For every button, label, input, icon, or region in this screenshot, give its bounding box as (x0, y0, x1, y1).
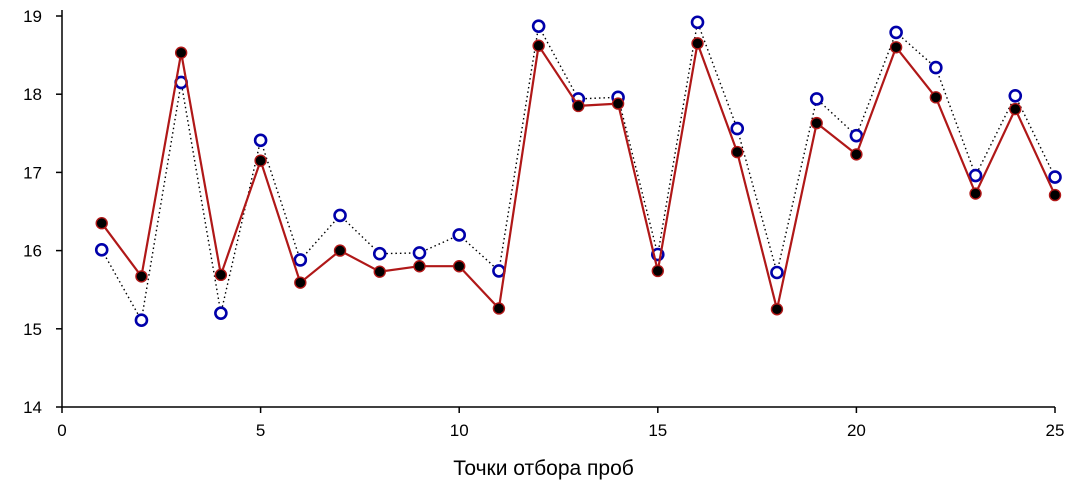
x-tick-label: 5 (256, 421, 265, 440)
data-point (929, 60, 943, 75)
data-point (214, 268, 228, 282)
data-point (254, 154, 267, 167)
data-point (770, 303, 784, 316)
data-point (731, 145, 744, 159)
data-point (572, 99, 585, 113)
data-point (889, 41, 903, 54)
data-point (372, 246, 387, 261)
data-point (1048, 188, 1062, 202)
data-point (651, 264, 664, 278)
data-point (452, 228, 467, 242)
data-point (849, 128, 864, 143)
y-tick-label: 14 (23, 398, 42, 417)
data-point (413, 260, 426, 273)
data-point (135, 270, 148, 283)
data-point (453, 260, 466, 273)
chart-axes: 0 5 10 15 20 25 14 15 16 17 18 19 (23, 7, 1064, 440)
y-tick-label: 16 (23, 242, 42, 261)
x-axis-title: Точки отбора проб (453, 457, 634, 480)
x-tick-label: 0 (57, 421, 66, 440)
y-tick-label: 18 (23, 85, 42, 104)
data-point (412, 246, 427, 260)
data-point (809, 92, 824, 106)
data-point (730, 121, 745, 136)
data-point (532, 39, 545, 52)
x-tick-label: 10 (450, 421, 469, 440)
data-point (492, 264, 506, 278)
series-2 (94, 15, 1062, 327)
data-point (492, 302, 506, 315)
data-point (253, 133, 268, 148)
data-point (373, 265, 386, 278)
series-1 (95, 37, 1062, 316)
x-tick-label: 15 (648, 421, 667, 440)
data-point (968, 168, 983, 183)
data-point (174, 46, 188, 59)
x-tick-label: 25 (1046, 421, 1065, 440)
data-point (691, 37, 704, 50)
chart-series (94, 15, 1062, 327)
data-point (850, 148, 863, 161)
data-point (611, 97, 625, 110)
x-tick-label: 20 (847, 421, 866, 440)
data-point (969, 187, 982, 200)
data-point (929, 91, 943, 104)
data-point (95, 217, 108, 230)
data-point (1009, 102, 1022, 116)
data-point (134, 313, 149, 327)
data-point (214, 306, 228, 320)
data-point (889, 25, 903, 40)
y-tick-label: 19 (23, 7, 42, 26)
data-point (690, 15, 705, 30)
data-point (293, 253, 308, 267)
data-point (810, 116, 823, 130)
data-point (333, 208, 347, 223)
data-point (1008, 88, 1023, 103)
y-tick-label: 17 (23, 163, 42, 182)
data-point (94, 243, 109, 257)
data-point (1048, 170, 1062, 184)
data-point (333, 244, 347, 257)
data-point (531, 19, 546, 33)
data-point (294, 276, 307, 289)
series-1-line (100, 42, 1056, 311)
data-point (770, 265, 784, 280)
y-tick-label: 15 (23, 320, 42, 339)
